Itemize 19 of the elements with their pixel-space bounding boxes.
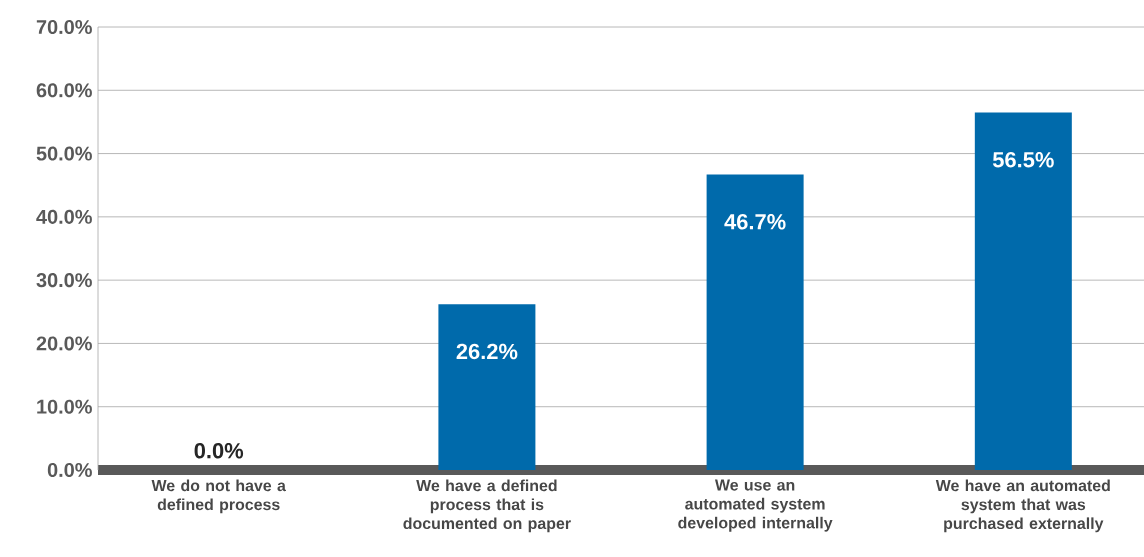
y-tick-label: 0.0% [47,462,92,478]
y-tick-label: 50.0% [36,146,92,161]
bar [974,112,1072,470]
data-label: 0.0% [194,442,244,459]
data-label: 26.2% [456,343,518,360]
data-label: 56.5% [992,151,1054,168]
data-label: 46.7% [724,213,786,230]
bar [706,174,804,470]
y-tick-label: 10.0% [37,399,92,414]
y-tick-label: 60.0% [36,83,92,98]
y-tick-label: 20.0% [36,336,92,351]
bar [438,304,536,470]
x-tick-label: We have a defined process that is documented on paper [403,479,571,533]
x-tick-label: We use an automated system developed internally [678,479,833,532]
y-tick-label: 70.0% [36,19,92,35]
x-tick-label: We have an automated system that was purchased externally [935,479,1110,533]
y-tick-label: 40.0% [36,209,92,224]
y-tick-label: 30.0% [36,273,92,288]
x-tick-label: We do not have a defined process [151,479,286,514]
